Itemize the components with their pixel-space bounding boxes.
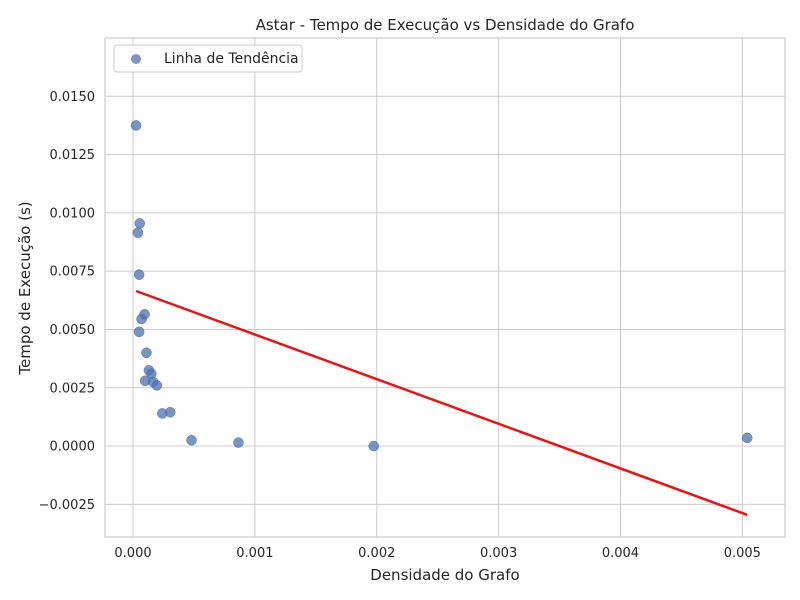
- y-tick-label: 0.0075: [50, 265, 96, 280]
- plot-area: 0.000 0.001 0.002 0.003 0.004 0.005 −0.0025 0.0…: [39, 37, 786, 561]
- data-point: [741, 432, 753, 444]
- trend-line: [135, 289, 748, 517]
- y-axis-label: Tempo de Execução (s): [16, 201, 34, 375]
- data-point: [132, 227, 144, 238]
- y-tick-label: 0.0050: [50, 323, 96, 338]
- chart-title: Astar - Tempo de Execução vs Densidade d…: [256, 16, 635, 34]
- x-tick-label: 0.005: [724, 546, 761, 561]
- plot-frame: [104, 37, 786, 538]
- data-point: [233, 437, 244, 448]
- data-point: [133, 269, 145, 280]
- data-point: [164, 407, 176, 418]
- y-tick-label: 0.0125: [50, 148, 96, 163]
- x-tick-label: 0.002: [358, 546, 395, 561]
- data-point: [368, 440, 379, 452]
- x-tick-label: 0.001: [236, 546, 273, 561]
- data-point: [134, 218, 145, 229]
- legend-box: [113, 44, 303, 73]
- y-tick-label: 0.0025: [50, 381, 96, 396]
- x-axis-label: Densidade do Grafo: [370, 566, 519, 584]
- data-point: [130, 120, 142, 131]
- y-tick-label: 0.0100: [50, 206, 96, 221]
- legend: Linha de Tendência: [113, 44, 303, 73]
- legend-marker: [131, 54, 141, 64]
- data-point: [136, 313, 147, 325]
- x-tick-label: 0.000: [114, 546, 151, 561]
- data-point: [151, 380, 163, 391]
- data-point: [141, 347, 152, 359]
- data-point: [186, 434, 197, 446]
- y-tick-label: 0.0000: [50, 440, 96, 455]
- data-point: [133, 326, 145, 338]
- y-tick-label: 0.0150: [50, 90, 96, 105]
- legend-label: Linha de Tendência: [164, 51, 299, 67]
- x-tick-label: 0.004: [602, 546, 639, 561]
- x-tick-label: 0.003: [480, 546, 517, 561]
- y-tick-label: −0.0025: [39, 498, 95, 513]
